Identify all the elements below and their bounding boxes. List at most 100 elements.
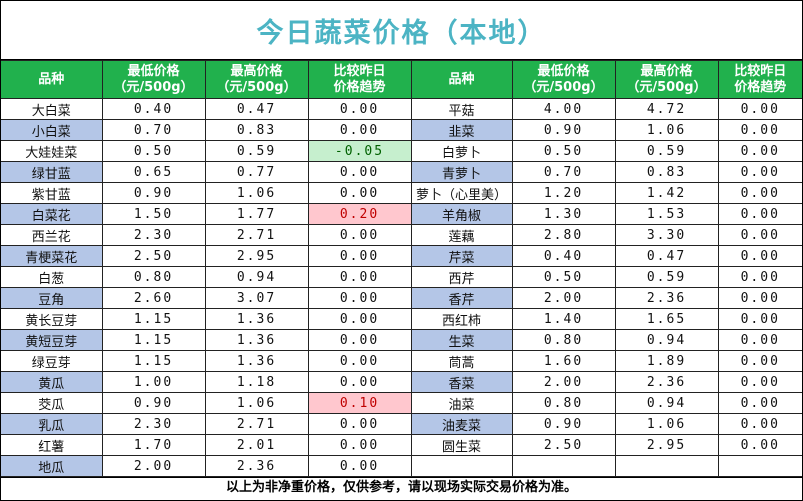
table-header-row: 品种 最低价格 （元/500g） 最高价格 （元/500g） 比较昨日 价格趋势 品种… bbox=[1, 60, 802, 99]
vegetable-name: 莲藕 bbox=[410, 224, 513, 246]
min-price: 2.00 bbox=[511, 371, 616, 393]
max-price: 1.36 bbox=[204, 329, 309, 351]
price-trend: -0.05 bbox=[307, 140, 412, 162]
price-trend: 0.00 bbox=[307, 224, 412, 246]
max-price: 3.30 bbox=[614, 224, 719, 246]
max-price: 1.06 bbox=[204, 182, 309, 204]
vegetable-name: 青梗菜花 bbox=[1, 245, 103, 267]
vegetable-name: 黄长豆芽 bbox=[1, 308, 103, 330]
max-price: 2.01 bbox=[204, 434, 309, 456]
price-trend: 0.00 bbox=[307, 329, 412, 351]
vegetable-name: 小白菜 bbox=[1, 119, 103, 141]
min-price: 0.90 bbox=[101, 392, 206, 414]
table-row: 红薯 1.70 2.01 0.00 圆生菜 2.50 2.95 0.00 bbox=[1, 434, 802, 456]
min-price: 0.90 bbox=[511, 413, 616, 435]
table-row: 茭瓜 0.90 1.06 0.10 油菜 0.80 0.94 0.00 bbox=[1, 392, 802, 414]
min-price: 1.15 bbox=[101, 308, 206, 330]
col-header-low: 最低价格 （元/500g） bbox=[511, 60, 616, 99]
price-trend: 0.00 bbox=[307, 182, 412, 204]
max-price: 0.83 bbox=[204, 119, 309, 141]
vegetable-name: 生菜 bbox=[410, 329, 513, 351]
min-price: 0.40 bbox=[511, 245, 616, 267]
min-price: 1.20 bbox=[511, 182, 616, 204]
table-row: 黄长豆芽 1.15 1.36 0.00 西红柿 1.40 1.65 0.00 bbox=[1, 308, 802, 330]
col-header-trend: 比较昨日 价格趋势 bbox=[717, 60, 802, 99]
vegetable-name: 紫甘蓝 bbox=[1, 182, 103, 204]
price-trend: 0.00 bbox=[717, 119, 802, 141]
vegetable-name: 黄短豆芽 bbox=[1, 329, 103, 351]
min-price: 0.50 bbox=[511, 266, 616, 288]
min-price: 1.70 bbox=[101, 434, 206, 456]
max-price: 0.94 bbox=[614, 329, 719, 351]
vegetable-name: 大娃娃菜 bbox=[1, 140, 103, 162]
table-row: 小白菜 0.70 0.83 0.00 韭菜 0.90 1.06 0.00 bbox=[1, 119, 802, 141]
vegetable-name: 绿甘蓝 bbox=[1, 161, 103, 183]
vegetable-name: 芹菜 bbox=[410, 245, 513, 267]
min-price: 1.50 bbox=[101, 203, 206, 225]
price-trend: 0.00 bbox=[307, 455, 412, 477]
table-row: 豆角 2.60 3.07 0.00 香芹 2.00 2.36 0.00 bbox=[1, 287, 802, 309]
table-row: 紫甘蓝 0.90 1.06 0.00 萝卜（心里美） 1.20 1.42 0.00 bbox=[1, 182, 802, 204]
table-row: 白菜花 1.50 1.77 0.20 羊角椒 1.30 1.53 0.00 bbox=[1, 203, 802, 225]
min-price: 1.00 bbox=[101, 371, 206, 393]
price-trend: 0.00 bbox=[307, 434, 412, 456]
vegetable-name: 油麦菜 bbox=[410, 413, 513, 435]
price-trend: 0.20 bbox=[307, 203, 412, 225]
empty-cell bbox=[717, 455, 802, 477]
price-trend: 0.00 bbox=[307, 413, 412, 435]
col-header-high: 最高价格 （元/500g） bbox=[204, 60, 309, 99]
max-price: 2.95 bbox=[614, 434, 719, 456]
table-row: 白葱 0.80 0.94 0.00 西芹 0.50 0.59 0.00 bbox=[1, 266, 802, 288]
min-price: 1.15 bbox=[101, 350, 206, 372]
vegetable-name: 西芹 bbox=[410, 266, 513, 288]
max-price: 0.77 bbox=[204, 161, 309, 183]
vegetable-name: 圆生菜 bbox=[410, 434, 513, 456]
max-price: 1.36 bbox=[204, 350, 309, 372]
vegetable-name: 平菇 bbox=[410, 98, 513, 120]
vegetable-name: 绿豆芽 bbox=[1, 350, 103, 372]
min-price: 1.60 bbox=[511, 350, 616, 372]
min-price: 0.50 bbox=[101, 140, 206, 162]
max-price: 0.94 bbox=[204, 266, 309, 288]
max-price: 1.36 bbox=[204, 308, 309, 330]
min-price: 2.00 bbox=[101, 455, 206, 477]
max-price: 2.36 bbox=[204, 455, 309, 477]
vegetable-name: 香芹 bbox=[410, 287, 513, 309]
vegetable-name: 茼蒿 bbox=[410, 350, 513, 372]
price-trend: 0.00 bbox=[307, 371, 412, 393]
price-trend: 0.00 bbox=[307, 266, 412, 288]
max-price: 0.59 bbox=[204, 140, 309, 162]
price-trend: 0.00 bbox=[307, 245, 412, 267]
price-trend: 0.00 bbox=[307, 98, 412, 120]
empty-cell bbox=[511, 455, 616, 477]
table-row: 黄短豆芽 1.15 1.36 0.00 生菜 0.80 0.94 0.00 bbox=[1, 329, 802, 351]
vegetable-name: 黄瓜 bbox=[1, 371, 103, 393]
price-trend: 0.00 bbox=[717, 140, 802, 162]
price-trend: 0.00 bbox=[307, 287, 412, 309]
min-price: 0.80 bbox=[101, 266, 206, 288]
min-price: 1.30 bbox=[511, 203, 616, 225]
table-body: 大白菜 0.40 0.47 0.00 平菇 4.00 4.72 0.00 小白菜 0.70 0.83… bbox=[1, 98, 802, 477]
table-row: 黄瓜 1.00 1.18 0.00 香菜 2.00 2.36 0.00 bbox=[1, 371, 802, 393]
min-price: 2.50 bbox=[101, 245, 206, 267]
vegetable-name: 油菜 bbox=[410, 392, 513, 414]
max-price: 1.65 bbox=[614, 308, 719, 330]
col-header-trend: 比较昨日 价格趋势 bbox=[307, 60, 412, 99]
price-trend: 0.00 bbox=[717, 182, 802, 204]
table-row: 地瓜 2.00 2.36 0.00 bbox=[1, 455, 802, 477]
table-row: 青梗菜花 2.50 2.95 0.00 芹菜 0.40 0.47 0.00 bbox=[1, 245, 802, 267]
max-price: 1.18 bbox=[204, 371, 309, 393]
table-row: 乳瓜 2.30 2.71 0.00 油麦菜 0.90 1.06 0.00 bbox=[1, 413, 802, 435]
min-price: 2.60 bbox=[101, 287, 206, 309]
min-price: 0.40 bbox=[101, 98, 206, 120]
min-price: 1.40 bbox=[511, 308, 616, 330]
max-price: 2.71 bbox=[204, 224, 309, 246]
vegetable-name: 青萝卜 bbox=[410, 161, 513, 183]
empty-cell bbox=[410, 455, 513, 477]
vegetable-name: 白萝卜 bbox=[410, 140, 513, 162]
price-trend: 0.00 bbox=[717, 245, 802, 267]
table-row: 西兰花 2.30 2.71 0.00 莲藕 2.80 3.30 0.00 bbox=[1, 224, 802, 246]
price-trend: 0.00 bbox=[717, 392, 802, 414]
price-trend: 0.00 bbox=[307, 350, 412, 372]
